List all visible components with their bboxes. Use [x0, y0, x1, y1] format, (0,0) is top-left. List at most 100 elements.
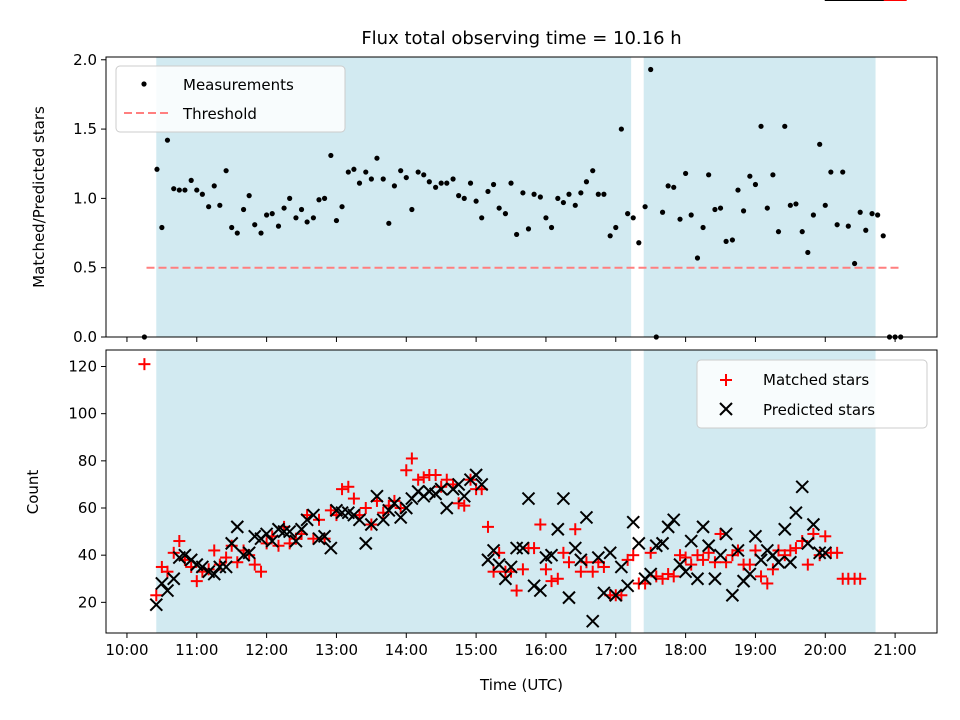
measurement-point	[683, 170, 689, 177]
measurement-point	[845, 223, 851, 229]
predicted-star-point	[160, 583, 175, 598]
measurement-point	[321, 195, 328, 201]
matched-star-point	[248, 558, 261, 571]
measurement-point	[566, 191, 572, 197]
measurement-point	[485, 188, 491, 195]
predicted-star-point	[696, 520, 710, 534]
bottom-y-tick-label: 20	[78, 593, 97, 611]
predicted-star-point	[155, 576, 169, 591]
measurement-point	[677, 216, 683, 222]
matched-star-point	[458, 499, 471, 512]
matched-star-point	[516, 563, 529, 576]
measurement-point	[636, 240, 642, 246]
predicted-star-point	[393, 510, 408, 525]
predicted-star-point	[516, 541, 530, 555]
matched-star-point	[394, 502, 407, 515]
predicted-star-point	[178, 548, 192, 562]
measurement-point	[712, 206, 718, 213]
predicted-star-point	[806, 517, 821, 532]
predicted-star-point	[434, 482, 448, 496]
predicted-star-point	[242, 546, 256, 560]
predicted-star-point	[451, 477, 466, 492]
measurement-point	[496, 205, 502, 211]
predicted-star-point	[743, 567, 757, 581]
measurement-point	[223, 168, 229, 174]
measurement-point	[880, 233, 886, 239]
measurement-point	[548, 224, 555, 231]
measurement-point	[351, 166, 357, 172]
measurement-point	[805, 249, 811, 256]
matched-star-point	[481, 520, 494, 533]
predicted-star-point	[626, 515, 640, 529]
matched-star-point	[586, 565, 599, 578]
legend-threshold-label: Threshold	[182, 105, 257, 123]
measurement-points	[141, 66, 904, 340]
measurement-point	[607, 233, 613, 239]
measurement-point	[723, 238, 729, 244]
matched-star-point	[766, 563, 779, 576]
bottom-y-tick-label: 80	[78, 452, 97, 470]
predicted-star-point	[725, 588, 740, 602]
predicted-star-point	[544, 548, 559, 562]
predicted-star-point	[294, 522, 309, 536]
measurement-point	[694, 255, 701, 261]
matched-star-point	[714, 527, 727, 540]
predicted-star-point	[789, 506, 803, 520]
star-count-points	[138, 0, 907, 628]
matched-star-point	[545, 575, 558, 588]
x-tick-label: 11:00	[175, 641, 218, 659]
bottom-panel: 10:00 11:00 12:00 13:00 14:00 15:00 16:00 17:00…	[24, 0, 938, 694]
measurement-point	[461, 195, 467, 201]
x-tick-label: 12:00	[245, 641, 288, 659]
predicted-star-point	[259, 527, 274, 541]
measurement-point	[595, 191, 601, 197]
predicted-star-point	[376, 513, 390, 527]
measurement-point	[630, 215, 636, 221]
predicted-star-point	[306, 508, 321, 522]
predicted-star-point	[603, 546, 617, 560]
measurement-point	[775, 229, 782, 235]
measurement-point	[264, 212, 270, 218]
matched-star-point	[679, 551, 692, 564]
predicted-star-point	[719, 527, 733, 541]
predicted-star-point	[474, 477, 489, 492]
measurement-point	[293, 215, 299, 221]
matched-star-point	[662, 568, 675, 581]
predicted-star-point	[509, 541, 524, 555]
predicted-star-point	[149, 597, 163, 612]
measurement-point	[863, 227, 869, 233]
measurement-point	[310, 215, 317, 221]
predicted-star-point	[230, 520, 244, 534]
predicted-star-point	[527, 579, 541, 593]
matched-star-point	[551, 572, 564, 585]
measurement-point	[688, 212, 694, 218]
measurement-point	[583, 179, 590, 185]
predicted-star-point	[778, 522, 792, 536]
measurement-point	[409, 206, 415, 213]
predicted-star-point	[504, 560, 518, 574]
measurement-point	[403, 174, 409, 181]
measurement-point	[304, 219, 310, 225]
predicted-star-point	[586, 614, 600, 628]
measurement-point	[793, 201, 799, 207]
predicted-star-point	[678, 564, 693, 579]
predicted-star-point	[708, 572, 722, 586]
legend-predicted-marker	[719, 402, 733, 416]
predicted-star-point	[521, 491, 536, 506]
x-tick-label: 15:00	[454, 641, 497, 659]
predicted-star-point	[556, 491, 571, 506]
measurement-point	[473, 198, 479, 204]
measurement-point	[456, 193, 462, 199]
measurement-point	[851, 260, 858, 267]
observing-window-0	[156, 350, 632, 633]
predicted-star-point	[609, 588, 623, 602]
measurement-point	[787, 202, 793, 208]
matched-star-point	[697, 553, 710, 566]
predicted-star-point	[667, 513, 681, 527]
legend-matched-marker	[720, 374, 732, 386]
predicted-star-point	[818, 546, 832, 560]
measurement-point	[339, 204, 345, 210]
measurement-point	[252, 222, 258, 228]
predicted-star-point	[754, 553, 768, 567]
predicted-star-point	[370, 489, 384, 503]
